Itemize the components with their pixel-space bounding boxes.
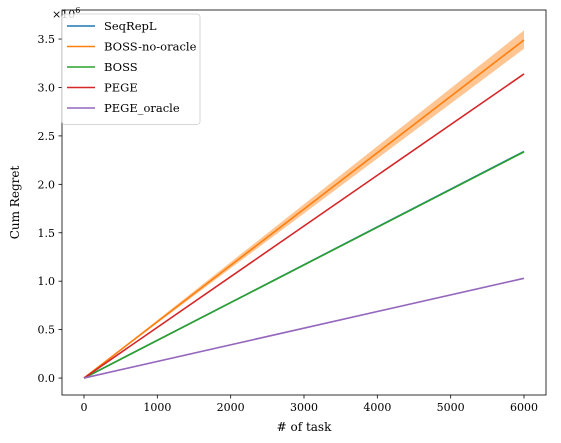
y-tick-label: 2.5 — [38, 130, 56, 143]
y-tick-label: 0.5 — [38, 324, 56, 337]
y-tick-label: 0.0 — [38, 372, 56, 385]
x-tick-label: 0 — [81, 401, 88, 414]
x-tick-label: 4000 — [363, 401, 391, 414]
series-line — [83, 151, 525, 379]
series-band — [84, 30, 524, 379]
y-tick-label: 3.5 — [38, 33, 56, 46]
legend-label: BOSS-no-oracle — [104, 40, 197, 54]
y-tick-label: 3.0 — [38, 81, 56, 94]
legend-label: PEGE — [104, 81, 138, 95]
series-line — [83, 73, 525, 379]
y-axis-label: Cum Regret — [8, 166, 22, 240]
legend-box — [61, 13, 201, 125]
legend-label: PEGE_oracle — [104, 101, 180, 115]
y-axis-ticks: 0.0 0.5 1.0 1.5 2.0 2.5 3.0 3.5 — [38, 33, 62, 385]
x-tick-label: 3000 — [290, 401, 318, 414]
legend-label: BOSS — [104, 60, 138, 74]
y-tick-label: 1.0 — [38, 275, 56, 288]
legend: SeqRepL BOSS-no-oracle BOSS PEGE PEGE_oracle — [61, 13, 201, 125]
y-tick-label: 1.5 — [38, 227, 56, 240]
legend-label: SeqRepL — [104, 19, 157, 33]
confidence-bands — [84, 30, 524, 379]
x-tick-label: 1000 — [143, 401, 171, 414]
series-line — [83, 277, 525, 379]
series-lines — [83, 39, 525, 379]
x-axis-label: # of task — [277, 420, 332, 434]
y-multiplier-exponent: 6 — [75, 6, 80, 15]
series-line — [83, 39, 525, 379]
y-tick-label: 2.0 — [38, 178, 56, 191]
x-axis-ticks: 0 1000 2000 3000 4000 5000 6000 — [81, 395, 538, 414]
x-tick-label: 2000 — [217, 401, 245, 414]
x-tick-label: 5000 — [437, 401, 465, 414]
x-tick-label: 6000 — [510, 401, 538, 414]
